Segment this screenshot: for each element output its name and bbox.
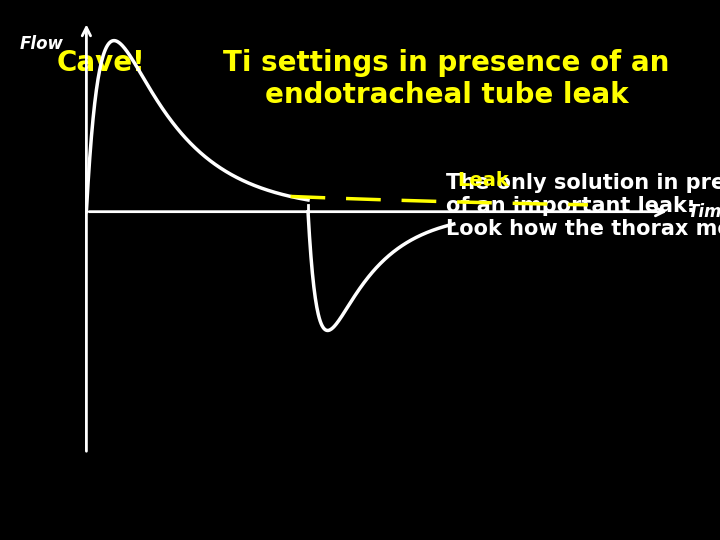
Text: The only solution in presence
of an important leak:
Look how the thorax moves: The only solution in presence of an impo… (446, 173, 720, 239)
Text: Ti settings in presence of an
endotracheal tube leak: Ti settings in presence of an endotrache… (223, 49, 670, 109)
Text: Cave!: Cave! (56, 49, 145, 77)
Text: Flow: Flow (19, 36, 63, 53)
Text: Time: Time (687, 202, 720, 221)
Text: Leak: Leak (457, 171, 509, 190)
